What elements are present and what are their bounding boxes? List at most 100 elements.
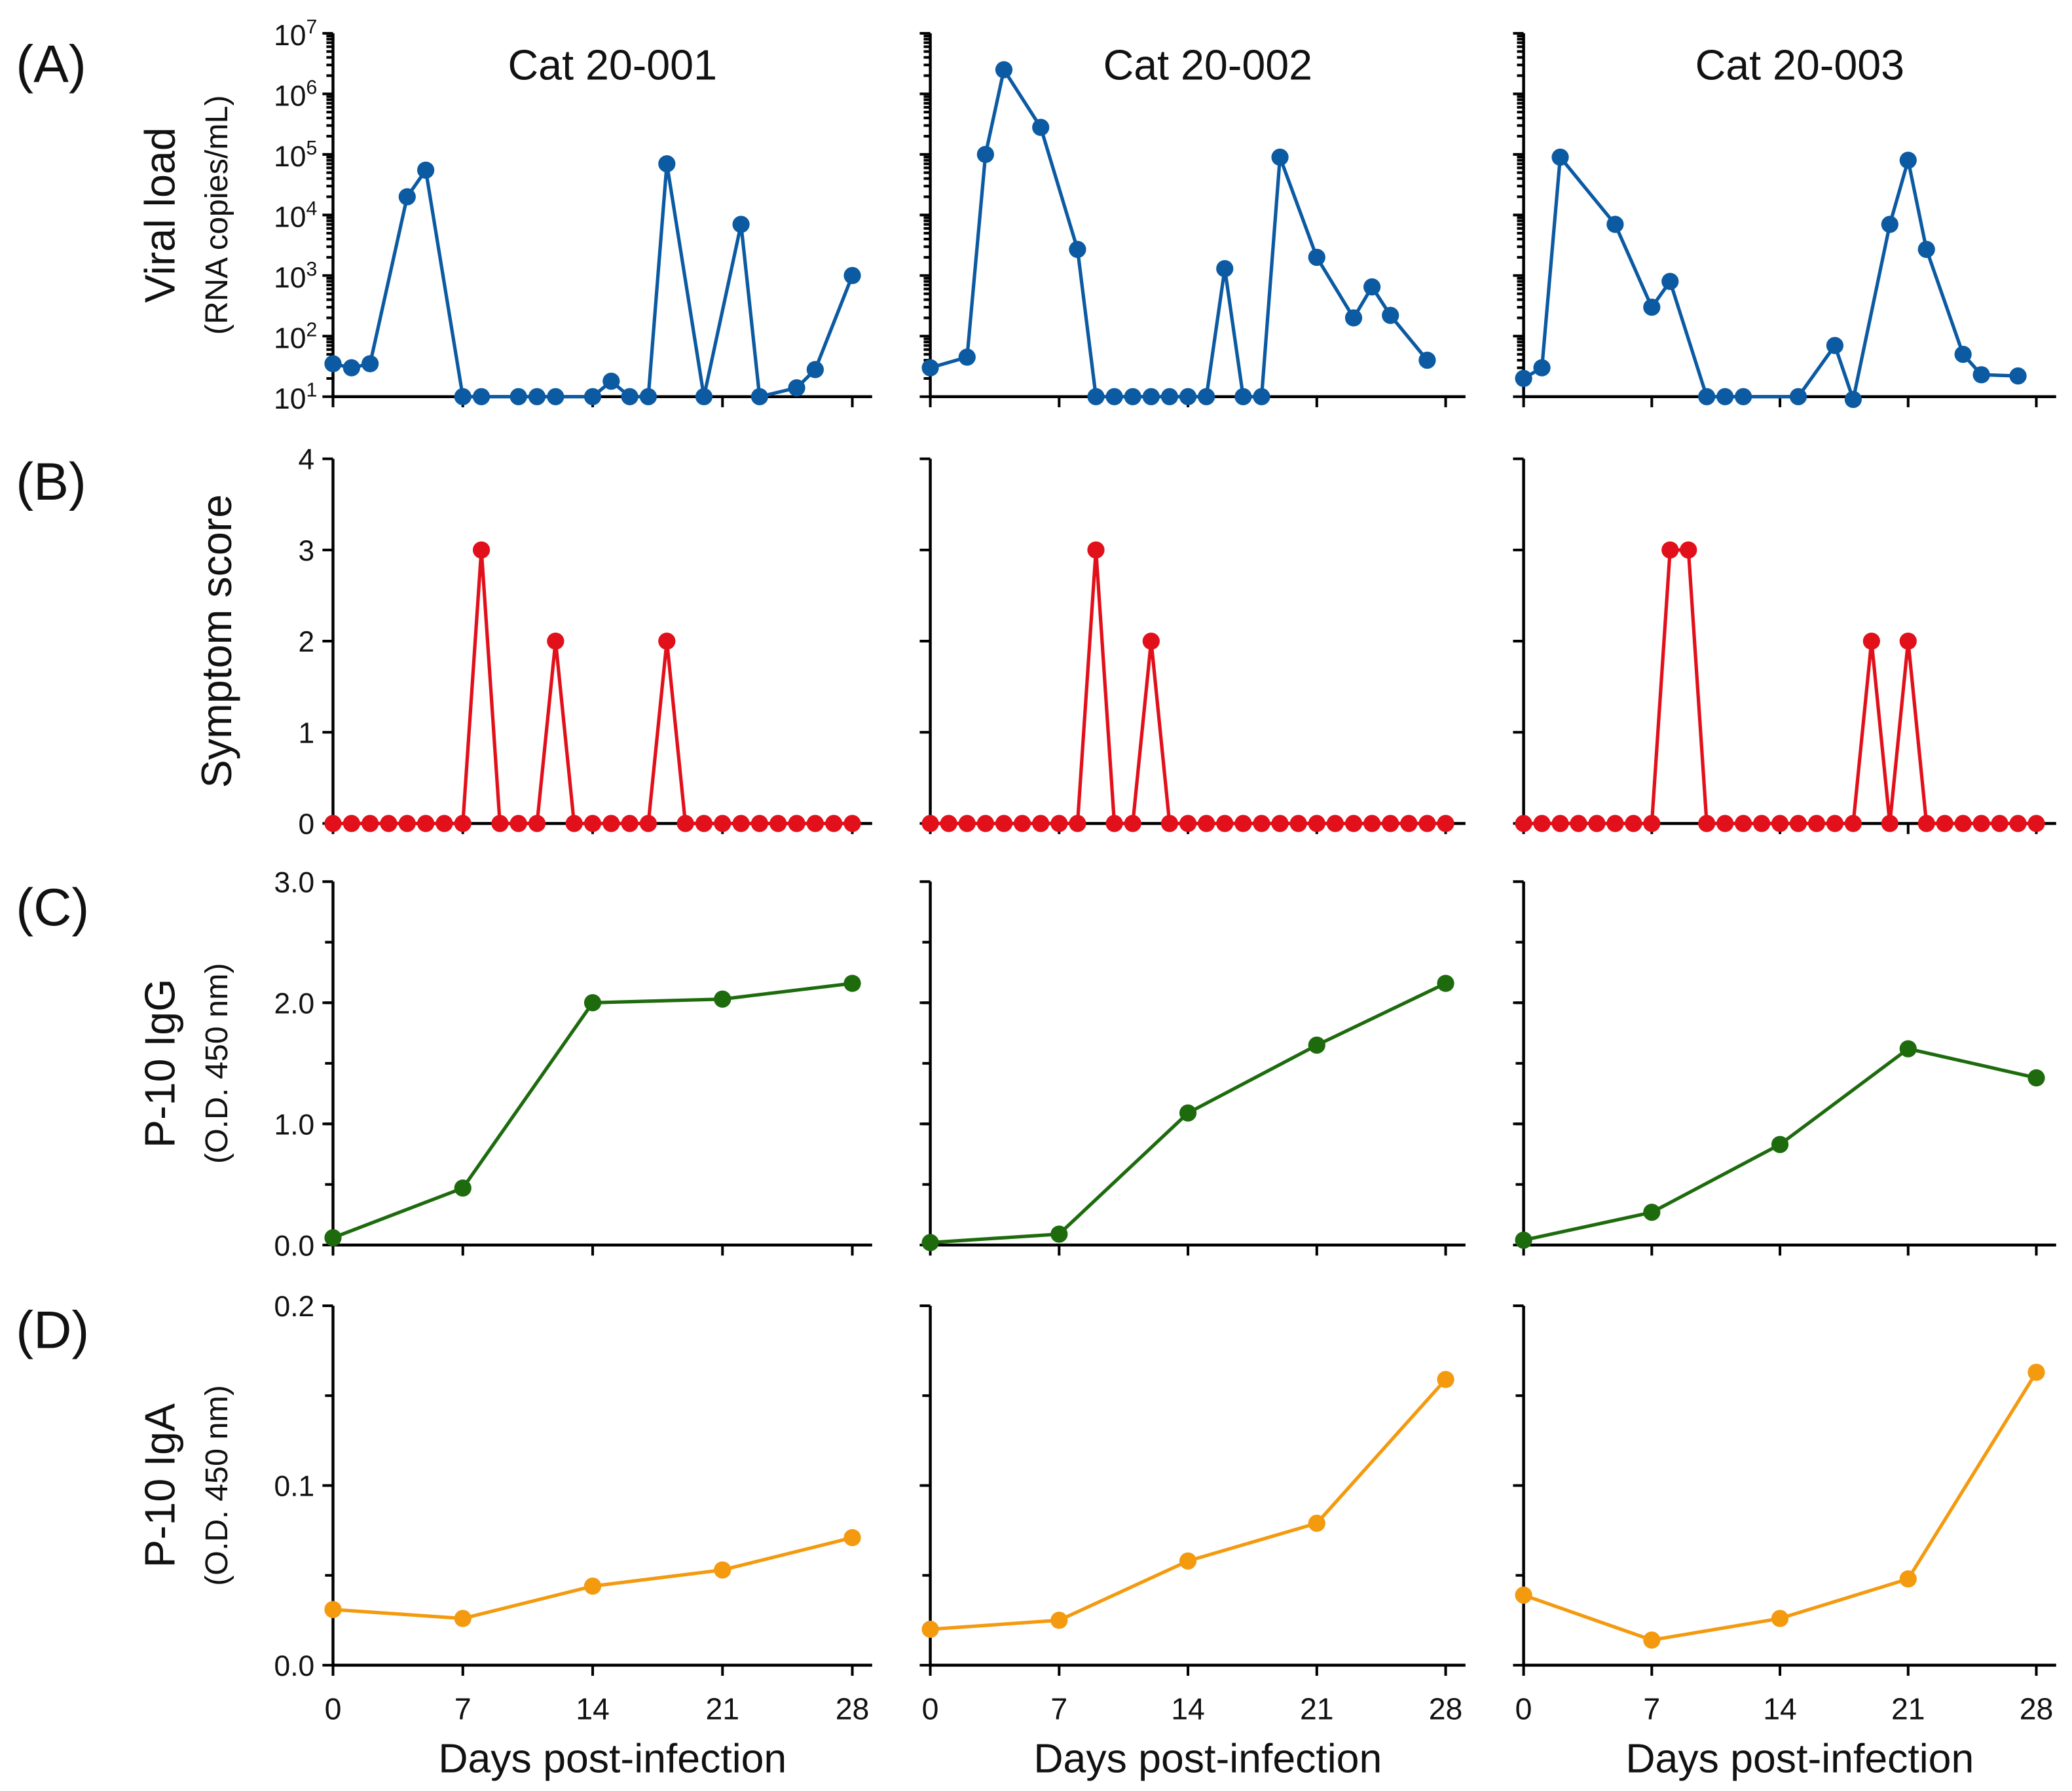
data-point-symptom-score	[995, 815, 1013, 832]
data-point-symptom-score	[528, 815, 546, 832]
data-point-viral-load	[1087, 388, 1105, 405]
data-point-iga	[324, 1600, 342, 1618]
x-tick-label: 21	[1300, 1692, 1334, 1726]
data-point-symptom-score	[676, 815, 694, 832]
data-point-viral-load	[1643, 299, 1661, 316]
data-point-iga	[714, 1561, 731, 1579]
data-point-symptom-score	[1050, 815, 1068, 832]
data-point-symptom-score	[1032, 815, 1050, 832]
data-point-symptom-score	[1069, 815, 1086, 832]
data-point-symptom-score	[1588, 815, 1606, 832]
series-line-viral-load	[929, 67, 1429, 399]
data-point-viral-load	[1234, 388, 1252, 405]
data-point-viral-load	[1032, 119, 1050, 136]
data-point-symptom-score	[1972, 815, 1990, 832]
data-point-igg	[1179, 1104, 1197, 1122]
data-point-viral-load	[695, 388, 713, 405]
y-tick-label: 1.0	[274, 1109, 315, 1141]
data-point-viral-load	[1105, 388, 1123, 405]
data-point-viral-load	[1698, 388, 1716, 405]
data-point-symptom-score	[454, 815, 472, 832]
panel-title: Cat 20-001	[508, 41, 717, 88]
x-tick-label: 28	[1429, 1692, 1463, 1726]
data-point-symptom-score	[1271, 815, 1289, 832]
data-point-symptom-score	[1698, 815, 1716, 832]
data-point-symptom-score	[621, 815, 638, 832]
data-point-igg	[2027, 1069, 2045, 1087]
data-point-iga	[921, 1620, 939, 1638]
y-tick-label: 3.0	[274, 866, 315, 898]
data-point-symptom-score	[921, 815, 939, 832]
data-point-symptom-score	[2009, 815, 2027, 832]
data-point-symptom-score	[1570, 815, 1587, 832]
data-point-viral-load	[1124, 388, 1141, 405]
data-point-iga	[1437, 1371, 1454, 1388]
data-point-iga	[843, 1528, 861, 1547]
data-point-symptom-score	[658, 632, 676, 650]
data-point-viral-load	[1179, 388, 1197, 405]
x-tick-label: 0	[1515, 1692, 1532, 1726]
data-point-symptom-score	[565, 815, 583, 832]
data-point-igg	[1515, 1231, 1532, 1249]
data-point-igg	[1643, 1204, 1661, 1221]
data-point-symptom-score	[1789, 815, 1807, 832]
data-point-igg	[1437, 974, 1454, 992]
y-tick-label: 2	[299, 626, 315, 658]
data-point-symptom-score	[583, 815, 602, 832]
data-point-iga	[2027, 1363, 2045, 1381]
y-tick-label: 0.2	[274, 1291, 315, 1323]
data-point-symptom-score	[1735, 815, 1752, 832]
data-point-viral-load	[583, 388, 602, 405]
data-point-symptom-score	[1881, 815, 1898, 832]
x-tick-label: 7	[1643, 1692, 1660, 1726]
data-point-viral-load	[528, 388, 546, 405]
y-tick-label: 0.0	[274, 1650, 315, 1682]
data-point-symptom-score	[1954, 815, 1972, 832]
data-point-viral-load	[398, 188, 416, 206]
data-point-symptom-score	[547, 632, 564, 650]
data-point-viral-load	[1533, 359, 1551, 377]
data-point-iga	[1179, 1552, 1197, 1570]
data-point-viral-load	[806, 361, 824, 379]
data-point-viral-load	[1826, 337, 1844, 354]
y-tick-label: 0.0	[274, 1230, 315, 1262]
data-point-symptom-score	[1179, 815, 1197, 832]
data-point-symptom-score	[1087, 541, 1105, 559]
data-point-symptom-score	[976, 815, 995, 832]
data-point-viral-load	[1160, 388, 1179, 405]
data-point-symptom-score	[1899, 632, 1917, 650]
data-point-viral-load	[658, 155, 676, 173]
data-point-viral-load	[1917, 240, 1935, 259]
data-point-symptom-score	[472, 541, 490, 559]
data-point-viral-load	[639, 388, 657, 405]
data-point-symptom-score	[1253, 815, 1270, 832]
data-point-iga	[1308, 1514, 1325, 1532]
x-tick-label: 0	[922, 1692, 939, 1726]
data-point-symptom-score	[1515, 815, 1532, 832]
data-point-symptom-score	[1991, 815, 2008, 832]
data-point-viral-load	[1789, 388, 1807, 405]
panel-symptom-score-cat-2	[919, 457, 1466, 834]
data-point-viral-load	[1271, 148, 1289, 166]
data-point-symptom-score	[769, 815, 787, 832]
y-axis-label: Symptom score	[193, 494, 240, 788]
panel-viral-load-cat-1: 101 102 103 104 105 106 107 Cat 20-001	[274, 16, 872, 415]
data-point-symptom-score	[491, 815, 509, 832]
data-point-symptom-score	[806, 815, 824, 832]
data-point-symptom-score	[1606, 815, 1624, 832]
panel-iga-cat-2: 0 7 14 21 28 Days post-infection	[919, 1304, 1466, 1781]
data-point-symptom-score	[398, 815, 416, 832]
data-point-viral-load	[1661, 272, 1679, 290]
panel-viral-load-cat-2: Cat 20-002	[919, 31, 1466, 407]
data-point-symptom-score	[342, 815, 360, 832]
data-point-viral-load	[342, 359, 360, 377]
data-point-symptom-score	[958, 815, 976, 832]
data-point-symptom-score	[1013, 815, 1031, 832]
data-point-viral-load	[361, 355, 379, 373]
y-axis-label: P-10 IgG	[136, 979, 183, 1148]
series-line-iga	[930, 1378, 1447, 1631]
data-point-viral-load	[995, 61, 1013, 79]
y-tick-label: 107	[274, 16, 317, 52]
panel-label: (A)	[16, 35, 86, 94]
